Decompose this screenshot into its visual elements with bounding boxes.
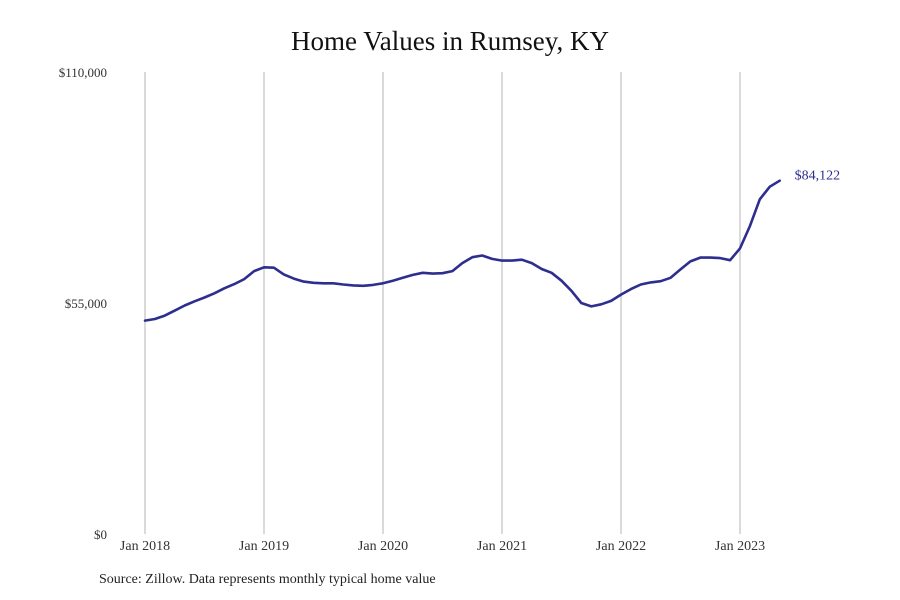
annotation-layer: $84,122: [795, 169, 841, 184]
x-tick-label: Jan 2020: [358, 539, 408, 554]
chart-title: Home Values in Rumsey, KY: [291, 26, 609, 56]
x-tick-label: Jan 2023: [715, 539, 765, 554]
y-tick-label: $110,000: [59, 65, 107, 80]
end-value-label: $84,122: [795, 169, 841, 184]
x-tick-label: Jan 2022: [596, 539, 646, 554]
x-tick-label: Jan 2021: [477, 539, 527, 554]
y-tick-label: $0: [94, 527, 107, 542]
series-layer: [143, 179, 781, 322]
gridlines: [144, 72, 741, 534]
source-note: Source: Zillow. Data represents monthly …: [99, 572, 436, 587]
x-tick-label: Jan 2018: [120, 539, 170, 554]
series-line: [143, 179, 781, 322]
x-axis-ticks: Jan 2018 Jan 2019 Jan 2020 Jan 2021 Jan 2022…: [120, 539, 765, 554]
x-tick-label: Jan 2019: [239, 539, 289, 554]
y-tick-label: $55,000: [65, 296, 107, 311]
y-axis-ticks: $0 $55,000 $110,000: [59, 65, 107, 542]
